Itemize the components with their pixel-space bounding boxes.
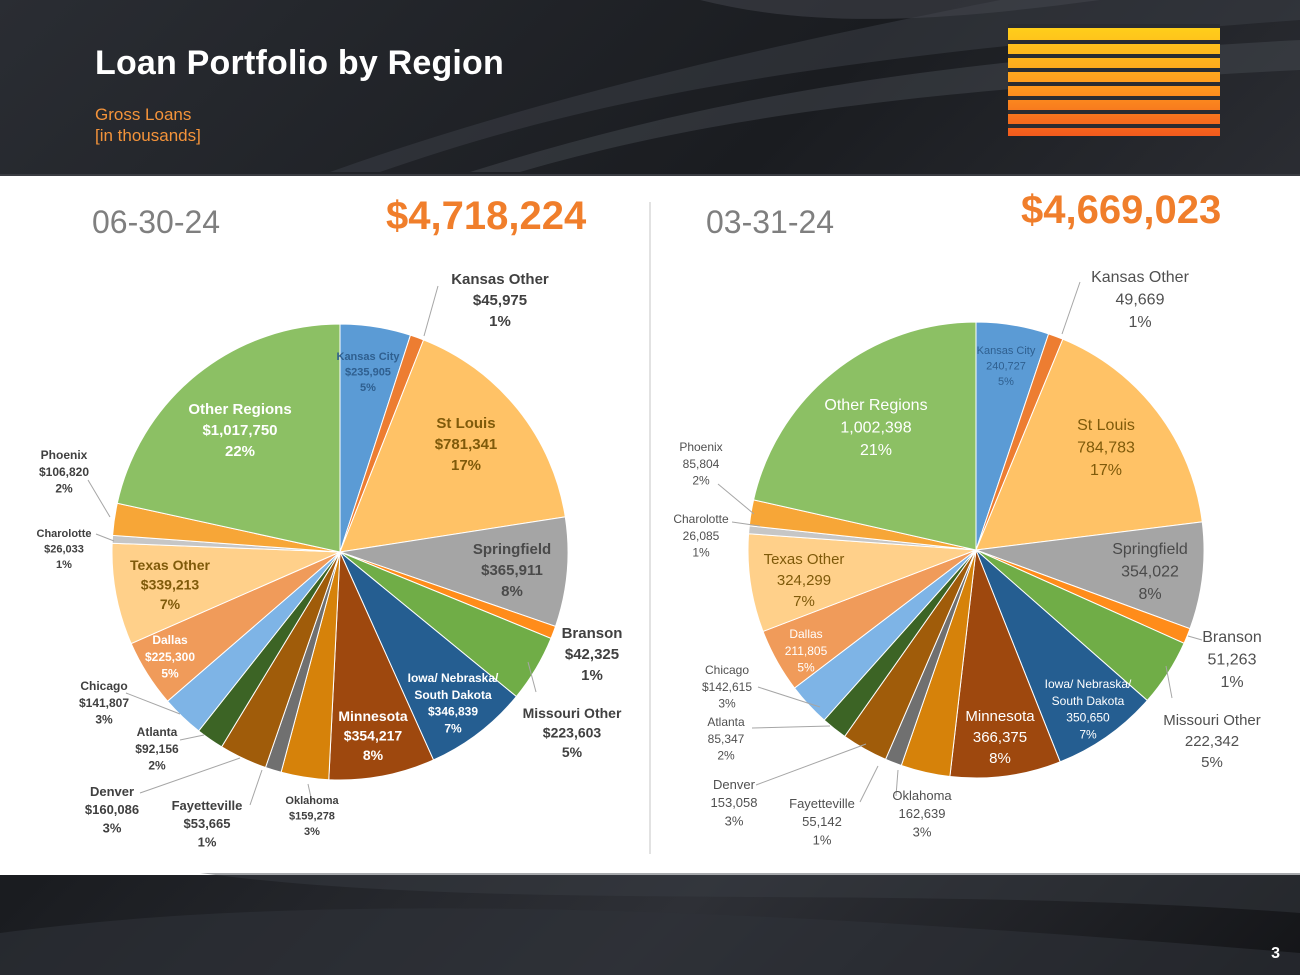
slice-label-atlanta: Atlanta $92,156 2% (135, 725, 179, 773)
page-title: Loan Portfolio by Region (95, 44, 504, 82)
pie-slice-springfield (975, 521, 1205, 630)
slice-label-dallas: Dallas 211,805 5% (785, 627, 828, 675)
slice-label-iowa-nebraska-south-dakota: Iowa/ Nebraska/South Dakota 350,650 7% (1045, 677, 1132, 741)
chart-2-total: $4,669,023 (1021, 188, 1221, 232)
slice-label-charolotte: Charolotte $26,033 1% (37, 528, 92, 571)
pie-charts: 06-30-24 $4,718,224 03-31-24 $4,669,023 … (37, 188, 1262, 854)
leader-line-chicago (125, 692, 181, 715)
slice-label-missouri-other: Missouri Other $223,603 5% (523, 705, 622, 760)
pie-slice-iowa-nebraska-south-dakota (975, 549, 1149, 763)
slice-label-oklahoma: Oklahoma $159,278 3% (285, 795, 339, 838)
pie-slice-other-regions (116, 323, 341, 553)
slice-label-fayetteville: Fayetteville $53,665 1% (172, 798, 243, 849)
slice-label-branson: Branson 51,263 1% (1202, 629, 1262, 691)
footer-swoosh-decoration (0, 873, 1300, 975)
leader-line-missouri-other (527, 661, 537, 693)
leader-line-oklahoma (307, 783, 313, 803)
slice-label-phoenix: Phoenix 85,804 2% (679, 440, 722, 488)
slice-label-branson: Branson $42,325 1% (562, 625, 623, 684)
chart-2-date: 03-31-24 (706, 204, 834, 240)
leader-line-branson (1187, 635, 1203, 641)
chart-1-total: $4,718,224 (386, 194, 587, 238)
slice-label-minnesota: Minnesota 366,375 8% (965, 708, 1035, 767)
slice-label-other-regions: Other Regions 1,002,398 21% (824, 397, 927, 459)
slice-label-atlanta: Atlanta 85,347 2% (707, 715, 745, 763)
slice-label-st-louis: St Louis $781,341 17% (435, 415, 498, 474)
slice-label-kansas-city: Kansas City $235,905 5% (337, 351, 401, 394)
slice-label-chicago: Chicago $141,807 3% (79, 679, 129, 727)
footer-band (0, 873, 1300, 975)
leader-line-charolotte (95, 533, 115, 542)
pie-slice-minnesota (949, 549, 1061, 779)
slice-label-kansas-other: Kansas Other 49,669 1% (1091, 269, 1190, 331)
slice-label-phoenix: Phoenix $106,820 2% (39, 448, 89, 496)
slice-label-dallas: Dallas $225,300 5% (145, 633, 195, 681)
leader-line-denver (139, 757, 241, 794)
leader-line-fayetteville (249, 769, 263, 806)
pie-slice-texas-other (111, 542, 341, 645)
slice-label-charolotte: Charolotte 26,085 1% (673, 512, 729, 560)
slice-label-minnesota: Minnesota $354,217 8% (338, 708, 407, 763)
pie-slice-springfield (339, 516, 569, 628)
leader-line-fayetteville (859, 765, 879, 803)
slice-label-oklahoma: Oklahoma 162,639 3% (892, 788, 952, 839)
leader-line-missouri-other (1165, 665, 1173, 699)
leader-line-oklahoma (895, 769, 899, 797)
slice-label-kansas-city: Kansas City 240,727 5% (977, 345, 1036, 388)
slice-label-iowa-nebraska-south-dakota: Iowa/ Nebraska/South Dakota $346,839 7% (408, 671, 499, 735)
leader-line-chicago (757, 686, 821, 708)
subtitle-line-2: [in thousands] (95, 126, 201, 145)
pie-slice-st-louis (339, 339, 566, 553)
leader-line-denver (755, 743, 867, 786)
leader-line-atlanta (179, 734, 205, 741)
leader-line-kansas-other (423, 285, 439, 337)
leader-line-phoenix (87, 479, 111, 518)
leader-line-atlanta (751, 725, 831, 729)
page-subtitle: Gross Loans [in thousands] (95, 104, 201, 146)
slice-label-other-regions: Other Regions $1,017,750 22% (188, 401, 291, 460)
pie-chart-jun-2024: Kansas City $235,905 5% Kansas Other $45,975… (37, 271, 623, 849)
slice-label-fayetteville: Fayetteville 55,142 1% (789, 796, 855, 847)
slice-label-springfield: Springfield $365,911 8% (473, 541, 551, 600)
header-band: Loan Portfolio by Region Gross Loans [in… (0, 0, 1300, 172)
slice-label-st-louis: St Louis 784,783 17% (1077, 417, 1135, 479)
slice-label-springfield: Springfield 354,022 8% (1112, 541, 1188, 603)
slice-label-kansas-other: Kansas Other $45,975 1% (451, 271, 549, 330)
slice-label-denver: Denver 153,058 3% (711, 777, 758, 828)
company-logo (1008, 24, 1220, 136)
slice-label-missouri-other: Missouri Other 222,342 5% (1163, 712, 1261, 771)
chart-1-date: 06-30-24 (92, 204, 220, 240)
pie-slice-minnesota (328, 551, 435, 781)
leader-line-kansas-other (1061, 281, 1081, 335)
slice-label-texas-other: Texas Other $339,213 7% (130, 557, 210, 612)
slice-label-texas-other: Texas Other 324,299 7% (764, 551, 845, 610)
pie-slice-other-regions (752, 321, 977, 551)
pie-slice-st-louis (975, 338, 1203, 551)
page-number: 3 (1271, 945, 1280, 962)
slice-label-chicago: Chicago $142,615 3% (702, 663, 752, 711)
pie-chart-mar-2024: Kansas City 240,727 5% Kansas Other 49,669 1%… (673, 269, 1261, 847)
subtitle-line-1: Gross Loans (95, 105, 192, 124)
slice-label-denver: Denver $160,086 3% (85, 784, 139, 835)
pie-slice-iowa-nebraska-south-dakota (339, 551, 518, 761)
leader-line-phoenix (717, 483, 755, 515)
leader-line-charolotte (731, 521, 761, 527)
